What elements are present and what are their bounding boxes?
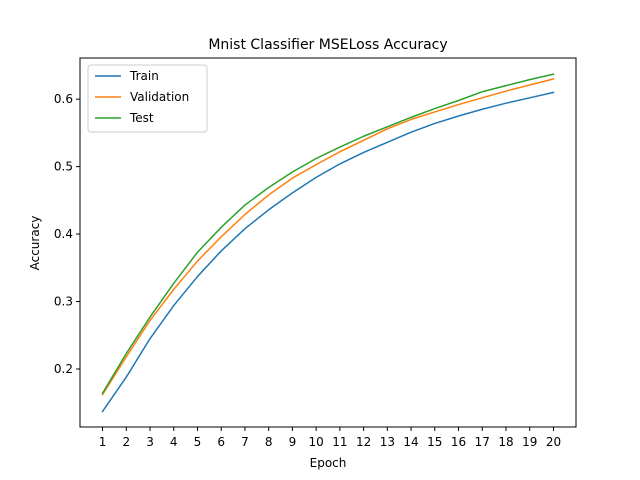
legend: Train Validation Test [87,64,208,133]
y-axis-ticks: 0.2 0.3 0.4 0.5 0.6 [54,92,80,376]
x-tick-label: 3 [146,435,154,449]
x-tick-label: 14 [403,435,418,449]
series-line-validation [101,77,555,396]
y-tick-label: 0.2 [54,362,73,376]
y-tick-label: 0.3 [54,295,73,309]
x-tick-label: 20 [546,435,561,449]
series-line-test [101,73,555,395]
legend-label-train: Train [129,69,159,83]
x-tick-label: 2 [122,435,130,449]
chart-title: Mnist Classifier MSELoss Accuracy [208,37,447,53]
x-tick-label: 12 [356,435,371,449]
x-axis-ticks: 1 2 3 4 5 6 7 8 9 10 11 12 13 14 15 16 17 18 19 20 [99,427,561,449]
x-tick-label: 1 [99,435,107,449]
y-tick-label: 0.5 [54,160,73,174]
x-tick-label: 11 [332,435,347,449]
y-axis-label: Accuracy [28,216,42,271]
x-tick-label: 16 [451,435,466,449]
plot-area-frame [79,57,577,428]
x-axis-label: Epoch [310,456,347,470]
series-lines [101,73,555,413]
x-tick-label: 4 [170,435,178,449]
x-tick-label: 13 [380,435,395,449]
x-tick-label: 7 [241,435,249,449]
x-tick-label: 5 [194,435,202,449]
legend-label-test: Test [129,111,154,125]
x-tick-label: 9 [289,435,297,449]
y-tick-label: 0.6 [54,92,73,106]
x-tick-label: 8 [265,435,273,449]
legend-label-validation: Validation [130,90,189,104]
x-tick-label: 10 [308,435,323,449]
x-tick-label: 15 [427,435,442,449]
x-tick-label: 19 [522,435,537,449]
x-tick-label: 6 [217,435,225,449]
legend-box [87,64,208,133]
y-tick-label: 0.4 [54,227,73,241]
x-tick-label: 18 [498,435,513,449]
x-tick-label: 17 [475,435,490,449]
series-line-train [101,91,555,413]
